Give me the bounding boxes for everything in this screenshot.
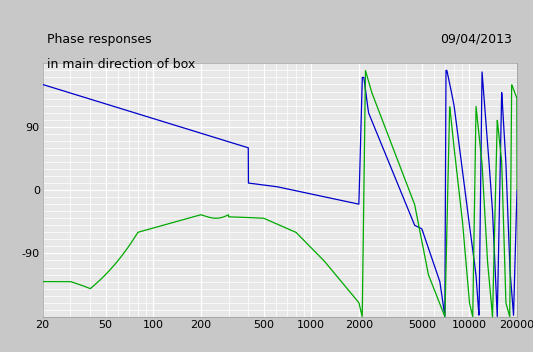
Text: 09/04/2013: 09/04/2013 [440,33,512,46]
Text: Phase responses: Phase responses [47,33,152,46]
Text: in main direction of box: in main direction of box [47,58,196,71]
